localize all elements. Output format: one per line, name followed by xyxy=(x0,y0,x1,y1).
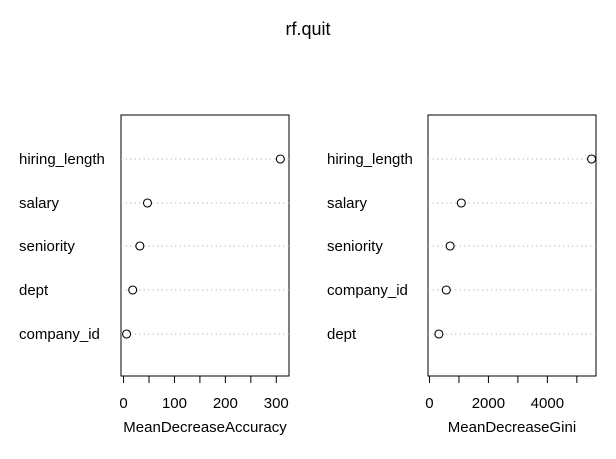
category-label-seniority: seniority xyxy=(327,238,383,255)
x-tick-label-accuracy-100: 100 xyxy=(162,395,187,412)
category-label-seniority: seniority xyxy=(19,238,75,255)
x-tick-label-gini-0: 0 xyxy=(425,395,433,412)
point-hiring-length xyxy=(275,154,285,164)
point-hiring-length xyxy=(587,154,597,164)
x-tick-label-accuracy-300: 300 xyxy=(264,395,289,412)
point-salary xyxy=(142,198,153,208)
point-seniority xyxy=(135,241,145,251)
x-tick-label-accuracy-200: 200 xyxy=(213,395,238,412)
plot-frame-accuracy xyxy=(120,114,290,377)
x-tick-label-gini-2000: 2000 xyxy=(472,395,505,412)
figure-title: rf.quit xyxy=(285,19,330,39)
point-dept xyxy=(434,329,444,339)
xlabel-mean-decrease-accuracy: MeanDecreaseAccuracy xyxy=(123,419,287,436)
point-salary xyxy=(456,198,466,208)
panel-mean-decrease-accuracy: MeanDecreaseAccuracy hiring_lengthsalary… xyxy=(19,114,290,436)
x-tick-label-gini-4000: 4000 xyxy=(531,395,564,412)
category-label-company-id: company_id xyxy=(327,282,408,299)
point-seniority xyxy=(445,241,455,251)
category-label-salary: salary xyxy=(19,195,60,212)
category-label-dept: dept xyxy=(19,282,49,299)
point-company-id xyxy=(122,329,132,339)
x-tick-label-accuracy-0: 0 xyxy=(119,395,127,412)
category-label-hiring-length: hiring_length xyxy=(19,151,105,168)
point-company-id xyxy=(441,285,451,295)
category-label-dept: dept xyxy=(327,326,357,343)
category-label-hiring-length: hiring_length xyxy=(327,151,413,168)
point-dept xyxy=(128,285,138,295)
category-label-salary: salary xyxy=(327,195,368,212)
category-label-company-id: company_id xyxy=(19,326,100,343)
xlabel-mean-decrease-gini: MeanDecreaseGini xyxy=(448,419,576,436)
